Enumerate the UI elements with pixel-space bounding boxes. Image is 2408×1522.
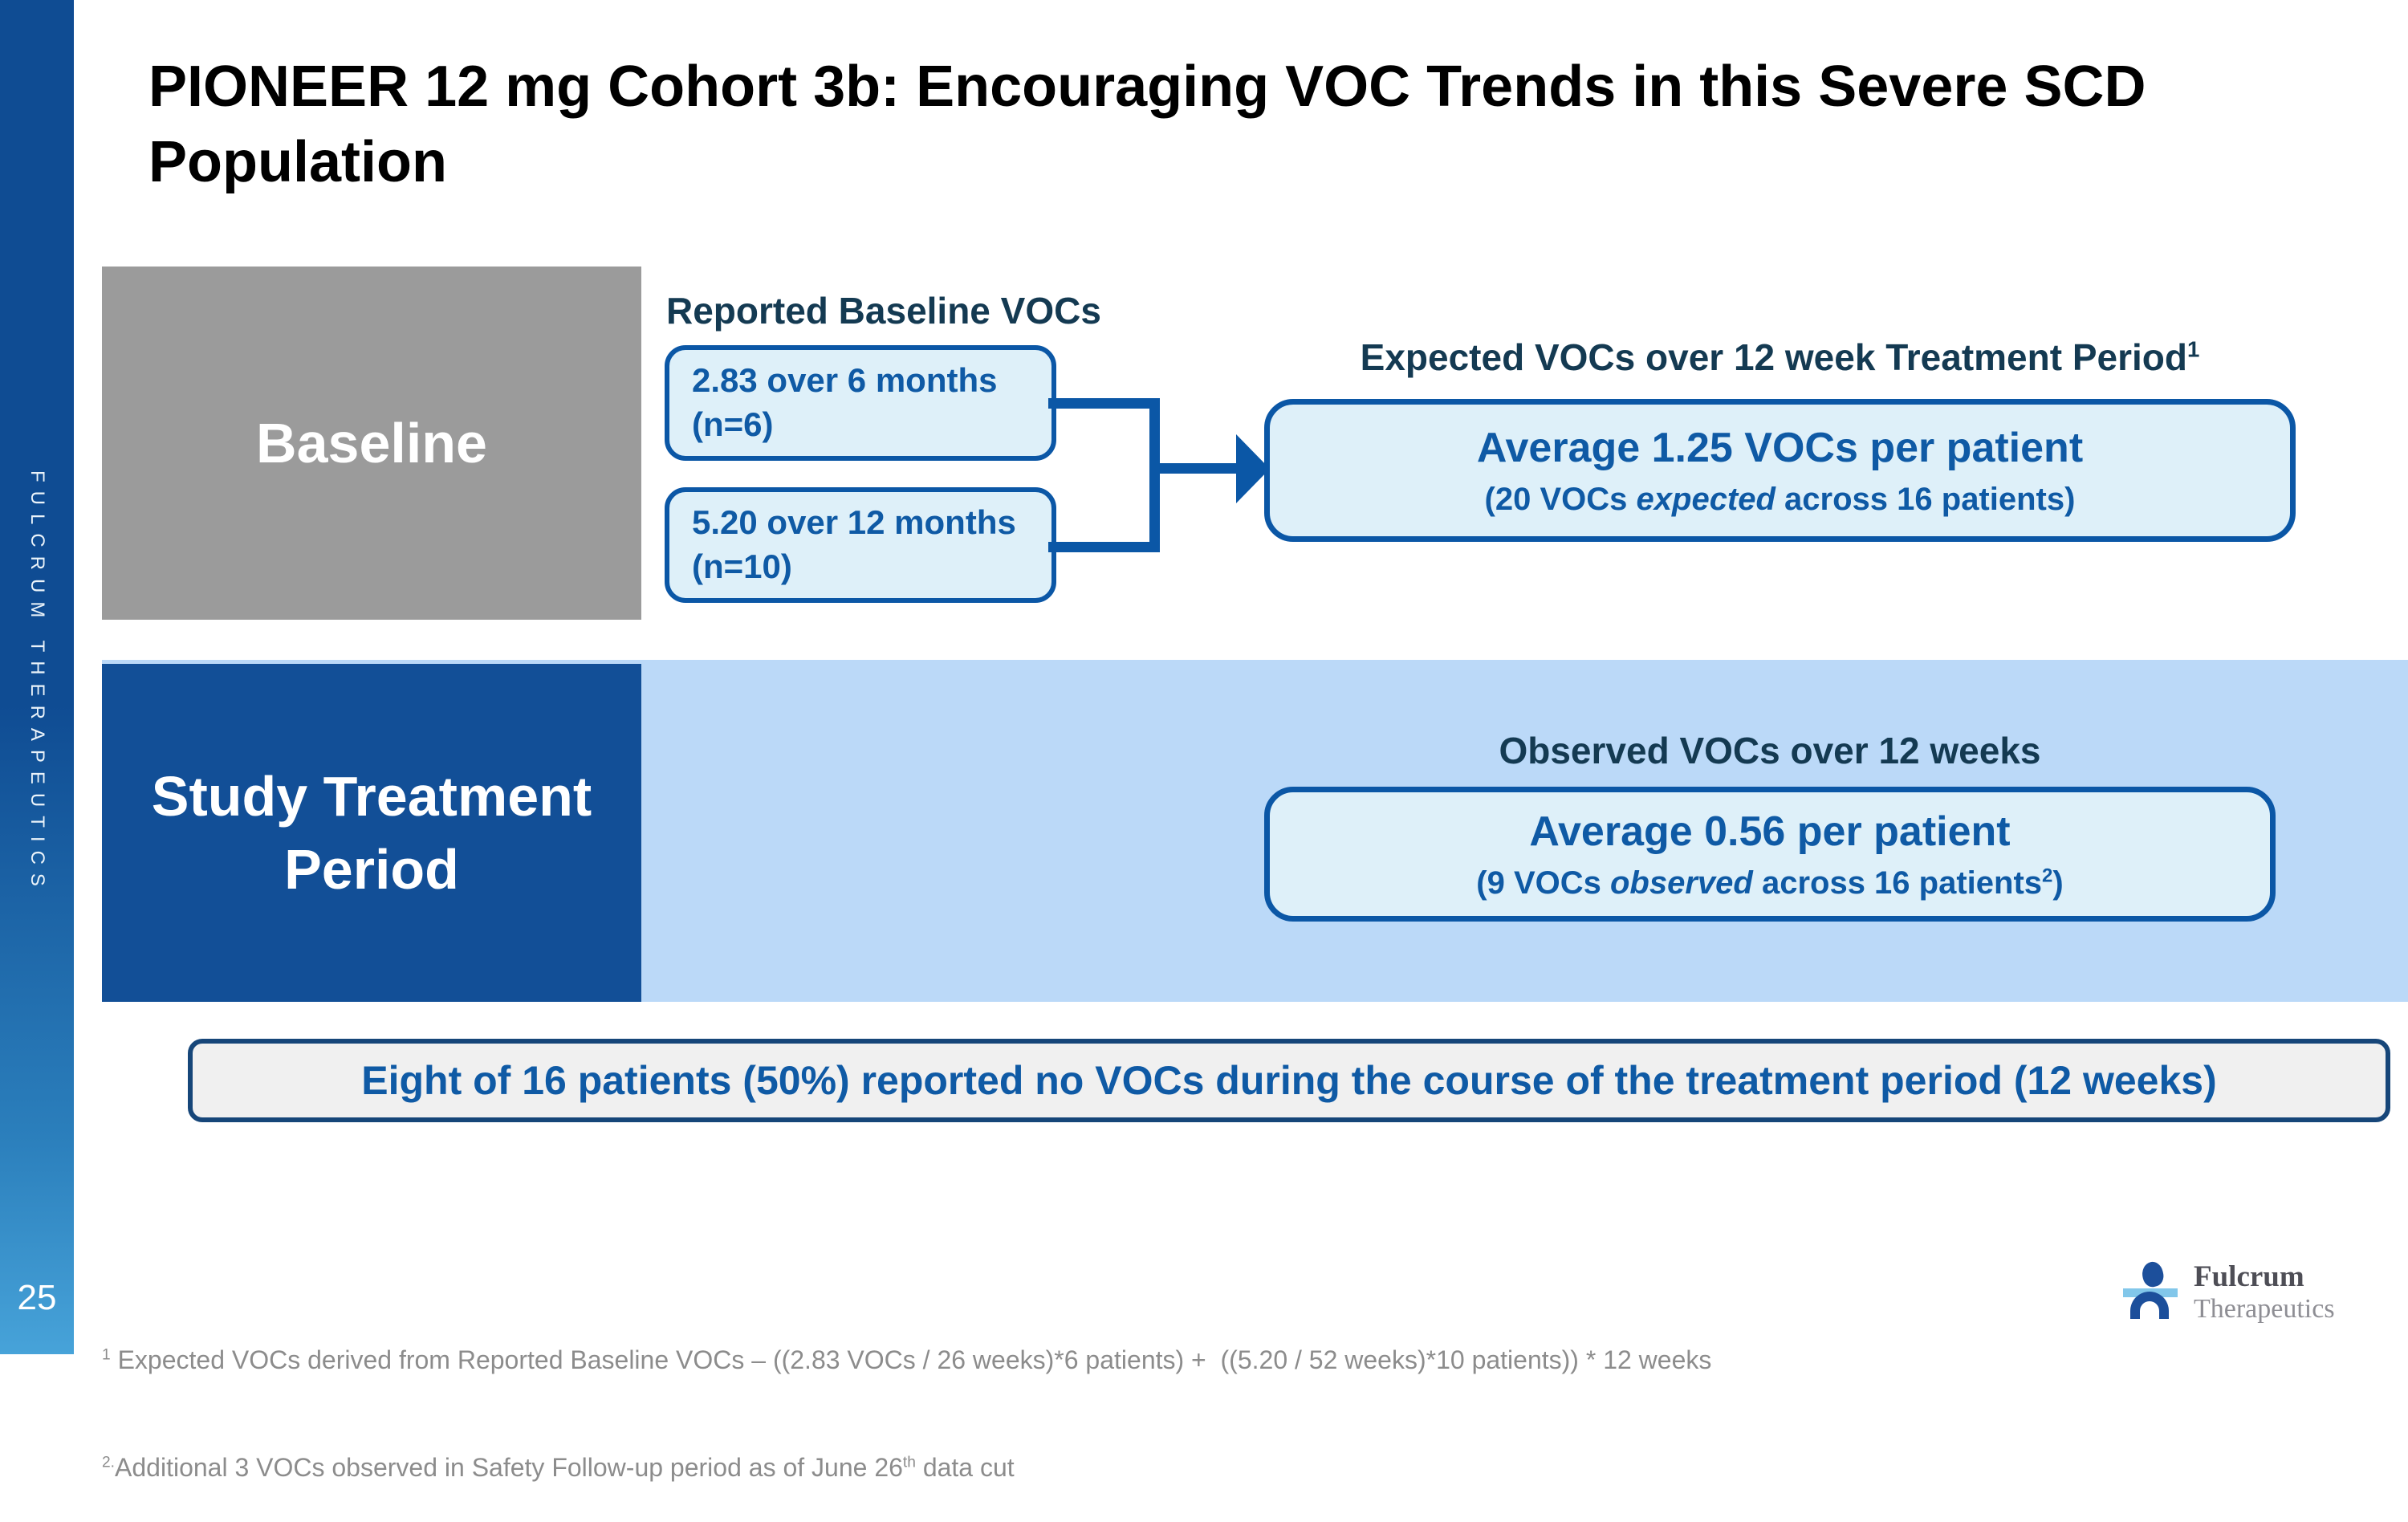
study-treatment-label-line1: Study Treatment	[151, 764, 592, 828]
voc-box-12-months: 5.20 over 12 months (n=10)	[665, 487, 1056, 603]
footnote-2-ordinal-superscript: th	[902, 1454, 916, 1471]
key-result-callout-text: Eight of 16 patients (50%) reported no V…	[361, 1058, 2217, 1103]
fulcrum-logo-icon	[2123, 1260, 2181, 1321]
footnote-1-superscript: 1	[102, 1345, 111, 1363]
study-treatment-period-box: Study Treatment Period	[102, 664, 641, 1002]
key-result-callout: Eight of 16 patients (50%) reported no V…	[188, 1039, 2390, 1122]
connector-line-top	[1048, 398, 1154, 409]
connector-line-vertical	[1149, 398, 1160, 552]
sidebar-brand-text: FULCRUM THERAPEUTICS	[26, 470, 48, 895]
observed-vocs-headline: Average 0.56 per patient	[1529, 808, 2011, 855]
footnote-2-superscript: 2.	[102, 1454, 116, 1471]
footnote-1: 1 Expected VOCs derived from Reported Ba…	[102, 1342, 2068, 1378]
study-treatment-label-line2: Period	[284, 837, 459, 901]
slide-title-line2: Population	[148, 129, 447, 194]
expected-vocs-detail: (20 VOCs expected across 16 patients)	[1485, 482, 2076, 518]
footnote-1-text: Expected VOCs derived from Reported Base…	[110, 1345, 1712, 1374]
footnotes: 1 Expected VOCs derived from Reported Ba…	[102, 1270, 2068, 1522]
expected-vocs-header-superscript: 1	[2186, 336, 2200, 362]
observed-detail-superscript: 2	[2042, 865, 2053, 887]
voc-box-12-months-n: (n=10)	[692, 547, 792, 585]
footnote-2: 2.Additional 3 VOCs observed in Safety F…	[102, 1450, 2068, 1486]
arrow-shaft	[1156, 463, 1239, 474]
logo-company-name: Fulcrum	[2194, 1260, 2304, 1293]
sidebar-brand: FULCRUM THERAPEUTICS	[0, 417, 74, 947]
expected-detail-prefix: (20 VOCs	[1484, 481, 1637, 517]
logo-head-shape	[2139, 1260, 2166, 1289]
expected-detail-italic: expected	[1636, 481, 1775, 517]
observed-vocs-box: Average 0.56 per patient (9 VOCs observe…	[1264, 787, 2276, 922]
page-number: 25	[17, 1278, 57, 1317]
voc-box-6-months-value: 2.83 over 6 months	[692, 361, 998, 400]
slide-title-line1: PIONEER 12 mg Cohort 3b: Encouraging VOC…	[148, 55, 2146, 119]
connector-line-bottom	[1048, 542, 1154, 552]
sidebar: FULCRUM THERAPEUTICS 25	[0, 0, 74, 1354]
observed-detail-prefix: (9 VOCs	[1476, 865, 1610, 901]
footnote-2-text: Additional 3 VOCs observed in Safety Fol…	[115, 1452, 903, 1482]
study-treatment-period-label: Study Treatment Period	[152, 760, 592, 906]
voc-box-6-months: 2.83 over 6 months (n=6)	[665, 345, 1056, 461]
voc-box-12-months-value: 5.20 over 12 months	[692, 503, 1016, 542]
fulcrum-logo-text: Fulcrum Therapeutics	[2194, 1260, 2335, 1325]
baseline-box: Baseline	[102, 267, 641, 620]
slide-title: PIONEER 12 mg Cohort 3b: Encouraging VOC…	[148, 50, 2300, 200]
baseline-label: Baseline	[256, 412, 487, 474]
expected-vocs-header-text: Expected VOCs over 12 week Treatment Per…	[1360, 336, 2187, 378]
expected-vocs-header: Expected VOCs over 12 week Treatment Per…	[1264, 336, 2296, 379]
fulcrum-logo: Fulcrum Therapeutics	[2123, 1260, 2335, 1325]
observed-vocs-detail: (9 VOCs observed across 16 patients2)	[1476, 865, 2063, 901]
observed-detail-close: )	[2052, 865, 2064, 901]
observed-detail-italic: observed	[1609, 865, 1753, 901]
observed-detail-suffix: across 16 patients	[1752, 865, 2043, 901]
footnote-2-text-end: data cut	[915, 1452, 1015, 1482]
expected-vocs-box: Average 1.25 VOCs per patient (20 VOCs e…	[1264, 399, 2296, 542]
expected-vocs-headline: Average 1.25 VOCs per patient	[1476, 424, 2084, 471]
expected-detail-suffix: across 16 patients)	[1775, 481, 2076, 517]
reported-baseline-vocs-header: Reported Baseline VOCs	[666, 290, 1101, 332]
observed-vocs-header: Observed VOCs over 12 weeks	[1499, 730, 2041, 771]
voc-box-6-months-n: (n=6)	[692, 405, 774, 443]
logo-company-suffix: Therapeutics	[2194, 1293, 2335, 1324]
